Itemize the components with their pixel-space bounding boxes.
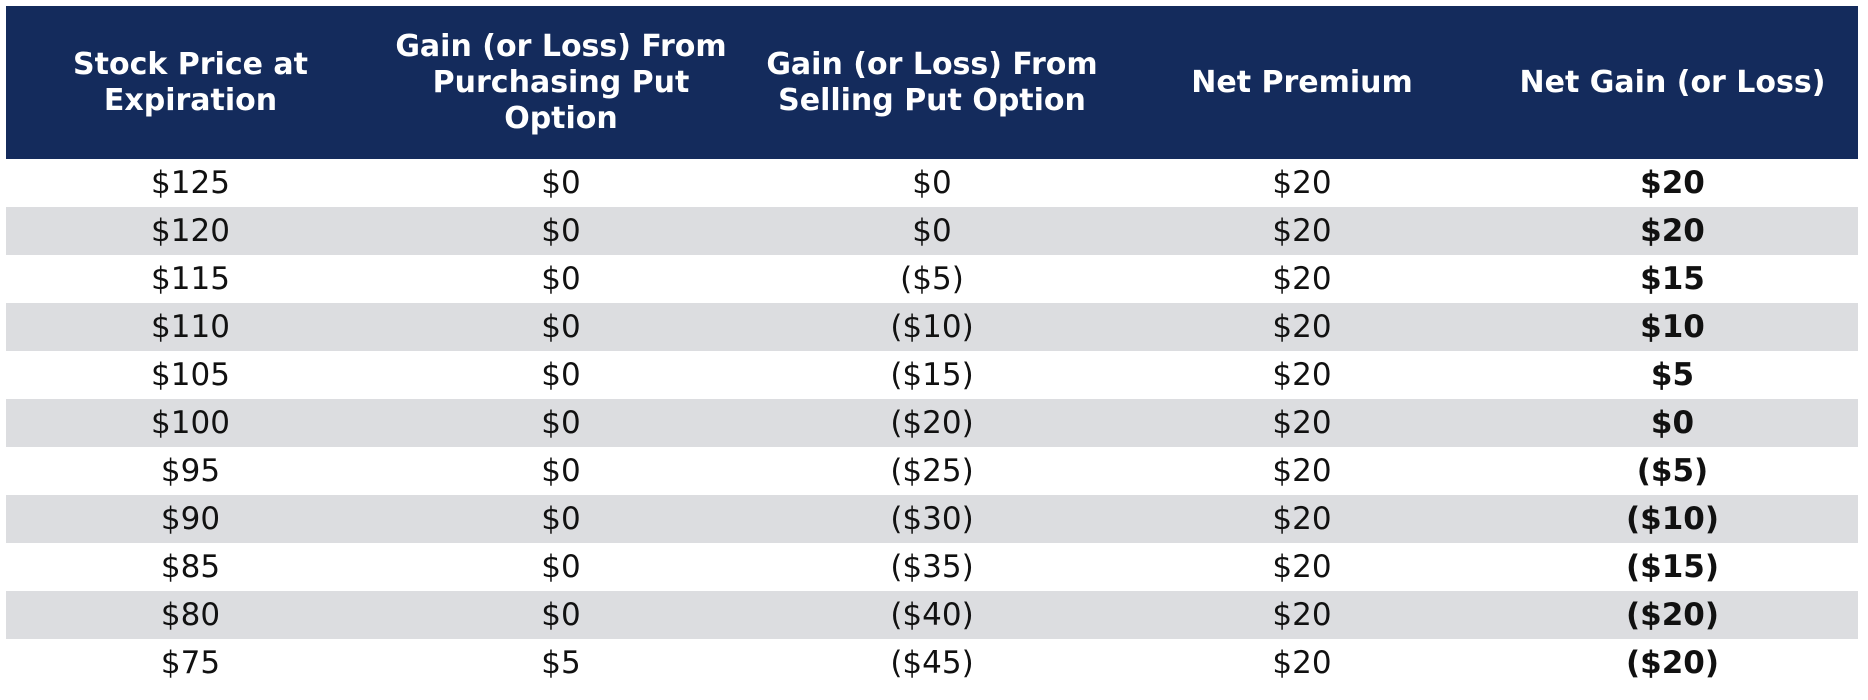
table-container: Stock Price at Expiration Gain (or Loss) …	[6, 6, 1858, 687]
table-row: $115 $0 ($5) $20 $15	[6, 255, 1858, 303]
table-cell: $0	[375, 399, 747, 447]
table-cell: $105	[151, 357, 230, 393]
column-header: Net Premium	[1117, 6, 1487, 159]
table-cell: $20	[1487, 207, 1858, 255]
table-cell: $0	[375, 207, 747, 255]
table-body: $125 $0 $0 $20 $20 $120 $0 $0 $20 $20 $115 $0 ($5) $2…	[6, 159, 1858, 687]
table-cell: $90	[6, 495, 375, 543]
table-row: $120 $0 $0 $20 $20	[6, 207, 1858, 255]
table-cell: $20	[1272, 549, 1332, 585]
table-cell: $20	[1272, 165, 1332, 201]
table-cell: ($45)	[890, 645, 974, 681]
table-cell: ($15)	[1625, 549, 1720, 585]
table-cell: ($30)	[747, 495, 1117, 543]
payoff-table: Stock Price at Expiration Gain (or Loss) …	[6, 6, 1858, 687]
table-cell: $10	[1487, 303, 1858, 351]
table-cell: ($5)	[1636, 453, 1709, 489]
table-cell: ($20)	[1625, 645, 1720, 681]
table-cell: $80	[6, 591, 375, 639]
table-cell: $0	[747, 207, 1117, 255]
table-row: $105 $0 ($15) $20 $5	[6, 351, 1858, 399]
table-cell: $0	[375, 591, 747, 639]
table-cell: ($35)	[890, 549, 974, 585]
table-cell: $0	[375, 303, 747, 351]
table-cell: $75	[160, 645, 221, 681]
table-cell: ($25)	[890, 453, 974, 489]
table-cell: $0	[541, 357, 581, 393]
table-row: $85 $0 ($35) $20 ($15)	[6, 543, 1858, 591]
table-row: $125 $0 $0 $20 $20	[6, 159, 1858, 207]
table-cell: $20	[1117, 399, 1487, 447]
table-cell: $95	[160, 453, 221, 489]
table-row: $75 $5 ($45) $20 ($20)	[6, 639, 1858, 687]
table-cell: $15	[1640, 261, 1705, 297]
table-cell: $20	[1272, 357, 1332, 393]
table-cell: $0	[375, 495, 747, 543]
table-cell: $5	[1650, 357, 1695, 393]
table-row: $90 $0 ($30) $20 ($10)	[6, 495, 1858, 543]
table-cell: $20	[1117, 207, 1487, 255]
table-row: $95 $0 ($25) $20 ($5)	[6, 447, 1858, 495]
table-cell: $5	[541, 645, 581, 681]
table-cell: ($15)	[890, 357, 974, 393]
table-cell: ($10)	[747, 303, 1117, 351]
table-cell: $0	[541, 453, 581, 489]
table-cell: $20	[1117, 303, 1487, 351]
table-cell: $20	[1272, 453, 1332, 489]
table-cell: $100	[6, 399, 375, 447]
table-row: $110 $0 ($10) $20 $10	[6, 303, 1858, 351]
column-header: Stock Price at Expiration	[6, 6, 375, 159]
table-cell: $20	[1640, 165, 1705, 201]
table-cell: ($20)	[1487, 591, 1858, 639]
table-cell: $20	[1117, 495, 1487, 543]
header-row: Stock Price at Expiration Gain (or Loss) …	[6, 6, 1858, 159]
table-cell: $0	[541, 165, 581, 201]
table-cell: $120	[6, 207, 375, 255]
table-cell: $20	[1117, 591, 1487, 639]
table-cell: $85	[160, 549, 221, 585]
table-cell: $110	[6, 303, 375, 351]
column-header: Gain (or Loss) From Selling Put Option	[747, 6, 1117, 159]
table-cell: $125	[151, 165, 230, 201]
table-cell: $20	[1272, 261, 1332, 297]
table-cell: ($5)	[900, 261, 964, 297]
table-cell: $0	[912, 165, 952, 201]
table-row: $80 $0 ($40) $20 ($20)	[6, 591, 1858, 639]
table-cell: $0	[1487, 399, 1858, 447]
table-cell: $20	[1272, 645, 1332, 681]
table-cell: $115	[151, 261, 230, 297]
column-header: Gain (or Loss) From Purchasing Put Optio…	[375, 6, 747, 159]
table-cell: ($40)	[747, 591, 1117, 639]
table-cell: ($20)	[747, 399, 1117, 447]
column-header: Net Gain (or Loss)	[1487, 6, 1858, 159]
table-header: Stock Price at Expiration Gain (or Loss) …	[6, 6, 1858, 159]
table-cell: $0	[541, 549, 581, 585]
table-row: $100 $0 ($20) $20 $0	[6, 399, 1858, 447]
table-cell: ($10)	[1487, 495, 1858, 543]
table-cell: $0	[541, 261, 581, 297]
